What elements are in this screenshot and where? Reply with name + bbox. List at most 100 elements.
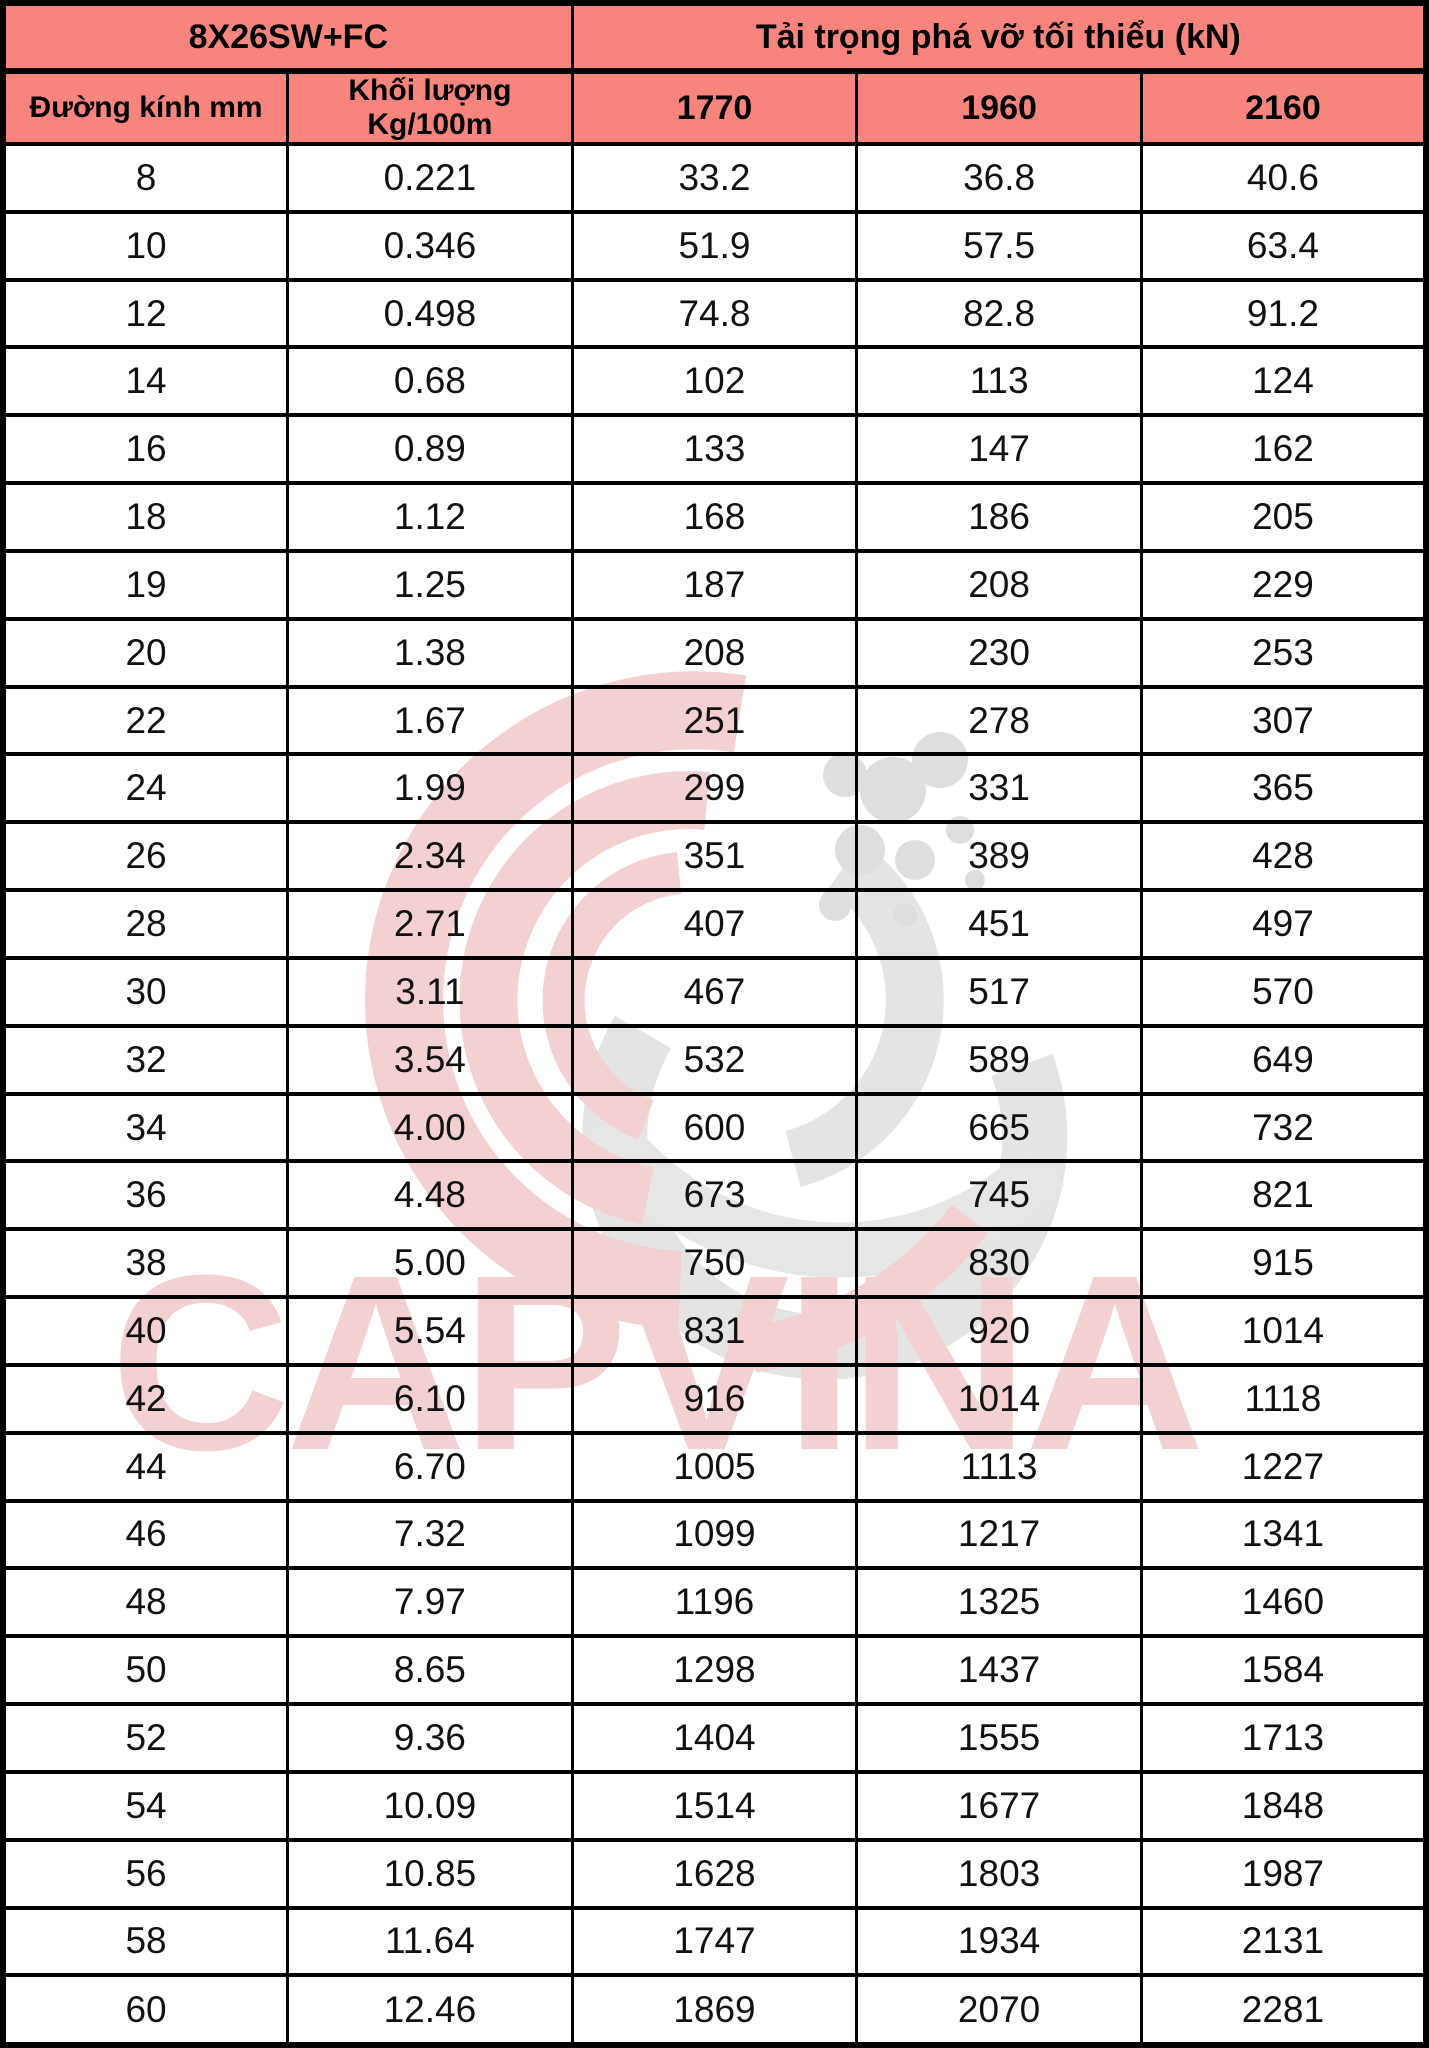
cell-weight: 6.70 [286,1430,574,1503]
cell-breaking-load: 33.2 [570,142,859,214]
cell-breaking-load: 2131 [1139,1905,1428,1978]
cell-diameter: 20 [1,616,290,689]
cell-breaking-load: 1298 [570,1634,859,1707]
cell-weight: 2.34 [286,820,574,893]
cell-breaking-load: 1514 [570,1769,859,1842]
table-row: 16 0.89 133 147 162 [1,413,1428,486]
cell-weight: 5.54 [286,1295,574,1367]
cell-breaking-load: 1677 [855,1769,1143,1842]
cell-breaking-load: 497 [1139,888,1428,960]
cell-breaking-load: 916 [570,1362,859,1435]
column-header-3: 1960 [855,69,1143,146]
cell-weight: 12.46 [286,1973,574,2047]
cell-weight: 6.10 [286,1362,574,1435]
cell-weight: 5.00 [286,1227,574,1300]
cell-breaking-load: 1404 [570,1702,859,1774]
cell-breaking-load: 253 [1139,616,1428,689]
cell-breaking-load: 1227 [1139,1430,1428,1503]
table-header: 8X26SW+FC Tải trọng phá vỡ tối thiểu (kN… [1,1,1428,146]
cell-breaking-load: 230 [855,616,1143,689]
cell-diameter: 46 [1,1498,290,1571]
table-row: 36 4.48 673 745 821 [1,1159,1428,1232]
table-row: 46 7.32 1099 1217 1341 [1,1498,1428,1571]
cell-breaking-load: 1555 [855,1702,1143,1774]
cell-breaking-load: 1987 [1139,1837,1428,1910]
cell-diameter: 26 [1,820,290,893]
cell-diameter: 48 [1,1566,290,1639]
cell-breaking-load: 278 [855,684,1143,757]
cell-breaking-load: 1099 [570,1498,859,1571]
cell-breaking-load: 1747 [570,1905,859,1978]
cell-breaking-load: 1848 [1139,1769,1428,1842]
cell-diameter: 18 [1,481,290,553]
cell-breaking-load: 162 [1139,413,1428,486]
cell-breaking-load: 299 [570,752,859,825]
cell-breaking-load: 1325 [855,1566,1143,1639]
cell-breaking-load: 124 [1139,345,1428,418]
cell-breaking-load: 467 [570,955,859,1028]
cell-breaking-load: 389 [855,820,1143,893]
column-header-1: Khối lượng Kg/100m [286,69,574,146]
cell-diameter: 36 [1,1159,290,1232]
cell-weight: 0.68 [286,345,574,418]
cell-breaking-load: 1113 [855,1430,1143,1503]
cell-breaking-load: 147 [855,413,1143,486]
table-row: 12 0.498 74.8 82.8 91.2 [1,277,1428,350]
cell-breaking-load: 187 [570,548,859,621]
cell-diameter: 14 [1,345,290,418]
cell-breaking-load: 830 [855,1227,1143,1300]
cell-diameter: 56 [1,1837,290,1910]
cell-weight: 9.36 [286,1702,574,1774]
cell-breaking-load: 1437 [855,1634,1143,1707]
table-row: 44 6.70 1005 1113 1227 [1,1430,1428,1503]
cell-weight: 0.89 [286,413,574,486]
cell-weight: 7.32 [286,1498,574,1571]
cell-diameter: 22 [1,684,290,757]
cell-breaking-load: 82.8 [855,277,1143,350]
cell-weight: 3.54 [286,1023,574,1096]
cell-breaking-load: 451 [855,888,1143,960]
cell-breaking-load: 750 [570,1227,859,1300]
column-header-0: Đường kính mm [1,69,290,146]
cell-breaking-load: 589 [855,1023,1143,1096]
cell-breaking-load: 673 [570,1159,859,1232]
cell-breaking-load: 1584 [1139,1634,1428,1707]
table-row: 24 1.99 299 331 365 [1,752,1428,825]
cell-weight: 0.221 [286,142,574,214]
cell-weight: 0.346 [286,209,574,282]
cell-breaking-load: 229 [1139,548,1428,621]
cell-breaking-load: 113 [855,345,1143,418]
cell-breaking-load: 428 [1139,820,1428,893]
table-row: 40 5.54 831 920 1014 [1,1295,1428,1367]
table-row: 14 0.68 102 113 124 [1,345,1428,418]
cell-breaking-load: 251 [570,684,859,757]
cell-breaking-load: 665 [855,1091,1143,1164]
cell-diameter: 60 [1,1973,290,2047]
cell-breaking-load: 570 [1139,955,1428,1028]
cell-diameter: 34 [1,1091,290,1164]
cell-breaking-load: 649 [1139,1023,1428,1096]
table-row: 20 1.38 208 230 253 [1,616,1428,689]
table-row: 28 2.71 407 451 497 [1,888,1428,960]
cell-breaking-load: 2281 [1139,1973,1428,2047]
cell-breaking-load: 1217 [855,1498,1143,1571]
cell-breaking-load: 915 [1139,1227,1428,1300]
cell-weight: 10.85 [286,1837,574,1910]
column-header-4: 2160 [1139,69,1428,146]
table-row: 54 10.09 1514 1677 1848 [1,1769,1428,1842]
cell-weight: 2.71 [286,888,574,960]
cell-breaking-load: 1196 [570,1566,859,1639]
table-row: 30 3.11 467 517 570 [1,955,1428,1028]
cell-breaking-load: 57.5 [855,209,1143,282]
cell-breaking-load: 1460 [1139,1566,1428,1639]
table-row: 48 7.97 1196 1325 1460 [1,1566,1428,1639]
table-body: 8 0.221 33.2 36.8 40.6 10 0.346 51.9 57.5 63.4 12 0… [1,142,1428,2047]
cell-breaking-load: 1869 [570,1973,859,2047]
cell-weight: 0.498 [286,277,574,350]
cell-diameter: 10 [1,209,290,282]
cell-breaking-load: 168 [570,481,859,553]
cell-diameter: 24 [1,752,290,825]
table-row: 38 5.00 750 830 915 [1,1227,1428,1300]
cell-breaking-load: 1014 [855,1362,1143,1435]
header-rope-construction: 8X26SW+FC [1,1,574,74]
